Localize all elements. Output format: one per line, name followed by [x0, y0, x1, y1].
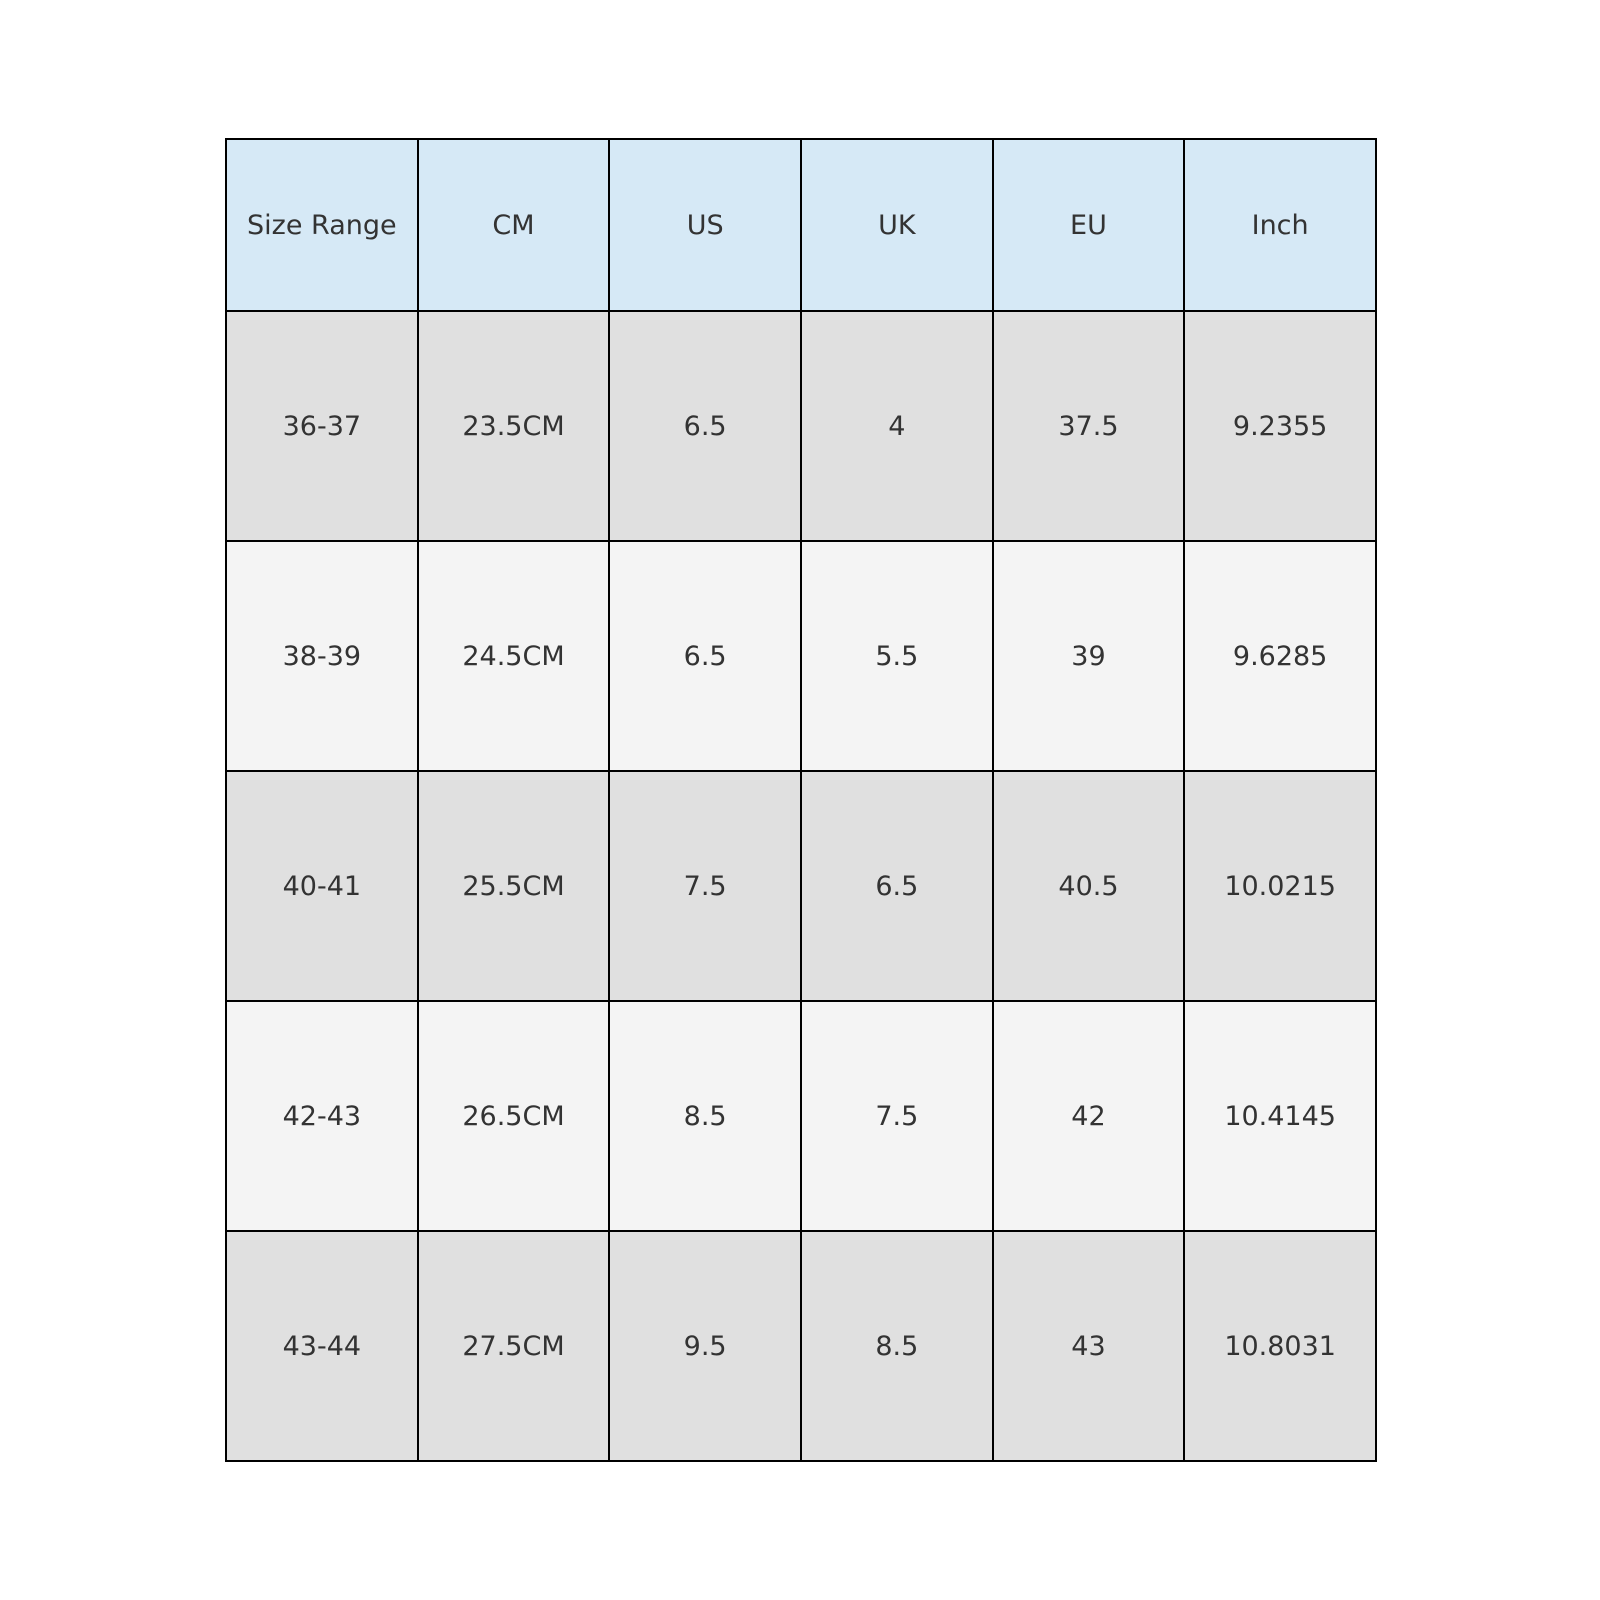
table-row: 40-41 25.5CM 7.5 6.5 40.5 10.0215 — [225, 770, 1377, 1002]
cell-eu: 43 — [991, 1230, 1186, 1462]
cell-cm: 23.5CM — [416, 310, 611, 542]
cell-us: 8.5 — [608, 1000, 802, 1232]
cell-size-range: 40-41 — [225, 770, 419, 1002]
cell-uk: 8.5 — [799, 1230, 994, 1462]
cell-cm: 25.5CM — [416, 770, 611, 1002]
table-row: 42-43 26.5CM 8.5 7.5 42 10.4145 — [225, 1000, 1377, 1232]
cell-uk: 7.5 — [799, 1000, 994, 1232]
cell-cm: 24.5CM — [416, 540, 611, 772]
header-us: US — [608, 138, 802, 312]
table-row: 36-37 23.5CM 6.5 4 37.5 9.2355 — [225, 310, 1377, 542]
table-row: 38-39 24.5CM 6.5 5.5 39 9.6285 — [225, 540, 1377, 772]
cell-uk: 6.5 — [799, 770, 994, 1002]
cell-size-range: 42-43 — [225, 1000, 419, 1232]
cell-eu: 39 — [991, 540, 1186, 772]
cell-us: 6.5 — [608, 310, 802, 542]
cell-inch: 10.8031 — [1183, 1230, 1377, 1462]
cell-size-range: 38-39 — [225, 540, 419, 772]
size-chart-table: Size Range CM US UK EU Inch 36-37 23.5CM 6… — [225, 138, 1377, 1462]
header-size-range: Size Range — [225, 138, 419, 312]
cell-us: 7.5 — [608, 770, 802, 1002]
header-inch: Inch — [1183, 138, 1377, 312]
cell-eu: 37.5 — [991, 310, 1186, 542]
cell-us: 9.5 — [608, 1230, 802, 1462]
cell-eu: 40.5 — [991, 770, 1186, 1002]
cell-inch: 10.0215 — [1183, 770, 1377, 1002]
cell-size-range: 43-44 — [225, 1230, 419, 1462]
header-cm: CM — [416, 138, 611, 312]
cell-uk: 4 — [799, 310, 994, 542]
cell-inch: 9.6285 — [1183, 540, 1377, 772]
cell-cm: 26.5CM — [416, 1000, 611, 1232]
header-uk: UK — [799, 138, 994, 312]
cell-size-range: 36-37 — [225, 310, 419, 542]
header-eu: EU — [991, 138, 1186, 312]
cell-eu: 42 — [991, 1000, 1186, 1232]
cell-inch: 9.2355 — [1183, 310, 1377, 542]
header-row: Size Range CM US UK EU Inch — [225, 138, 1377, 312]
cell-inch: 10.4145 — [1183, 1000, 1377, 1232]
table-row: 43-44 27.5CM 9.5 8.5 43 10.8031 — [225, 1230, 1377, 1462]
cell-uk: 5.5 — [799, 540, 994, 772]
cell-cm: 27.5CM — [416, 1230, 611, 1462]
cell-us: 6.5 — [608, 540, 802, 772]
